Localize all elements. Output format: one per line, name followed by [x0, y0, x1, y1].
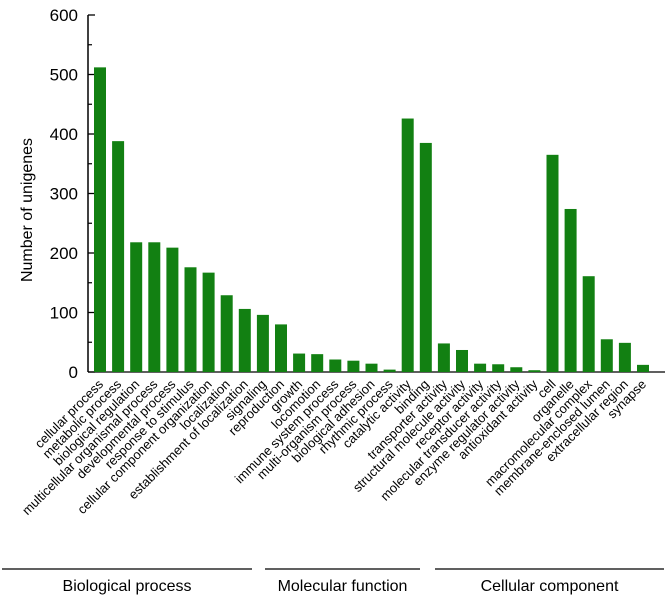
- y-tick-label: 300: [50, 185, 78, 204]
- bar-extracellular-region: [618, 342, 631, 372]
- bar-macromolecular-complex: [582, 276, 595, 372]
- bar-response-to-stimulus: [184, 267, 197, 372]
- bars: [94, 67, 649, 373]
- bar-receptor-activity: [474, 363, 487, 372]
- bar-signaling: [256, 314, 269, 372]
- bar-membrane-enclosed-lumen: [600, 339, 613, 372]
- y-tick-label: 200: [50, 244, 78, 263]
- bar-binding: [419, 142, 432, 372]
- bar-establishment-of-localization: [238, 308, 251, 372]
- y-tick-label: 600: [50, 6, 78, 25]
- y-tick-label: 100: [50, 304, 78, 323]
- bar-biological-adhesion: [365, 363, 378, 372]
- group-label: Cellular component: [481, 578, 619, 595]
- bar-growth: [293, 353, 306, 372]
- y-tick-label: 0: [69, 363, 78, 382]
- bar-immune-system-process: [329, 359, 342, 372]
- bar-cell: [546, 154, 559, 372]
- bar-cellular-component-organization: [202, 272, 215, 372]
- bar-biological-regulation: [130, 242, 143, 372]
- bar-cellular-process: [94, 67, 106, 373]
- bar-multicellular-organismal-process: [148, 242, 161, 372]
- bar-structural-molecule-activity: [456, 349, 468, 372]
- bar-localization: [220, 295, 233, 372]
- y-axis: 0 100 200 300 400 500 600: [50, 6, 665, 382]
- bar-enzyme-regulator-activity: [510, 367, 523, 372]
- category-groups: Biological process Molecular function Cell…: [2, 568, 664, 595]
- bar-multi-organism-process: [347, 360, 360, 372]
- bar-reproduction: [275, 324, 287, 372]
- bar-locomotion: [311, 354, 324, 372]
- group-label: Biological process: [63, 578, 192, 595]
- bar-transporter-activity: [437, 343, 450, 372]
- bar-catalytic-activity: [401, 118, 414, 372]
- bar-metabolic-process: [112, 141, 125, 372]
- bar-organelle: [564, 208, 577, 372]
- bar-molecular-transducer-activity: [492, 364, 505, 372]
- bar-antioxidant-activity: [528, 370, 541, 372]
- group-label: Molecular function: [278, 578, 408, 595]
- y-tick-label: 400: [50, 125, 78, 144]
- bar-rhythmic-process: [383, 369, 396, 372]
- y-tick-label: 500: [50, 66, 78, 85]
- y-axis-label: Number of unigenes: [19, 138, 36, 282]
- bar-synapse: [637, 364, 649, 372]
- bar-developmental-process: [166, 247, 179, 372]
